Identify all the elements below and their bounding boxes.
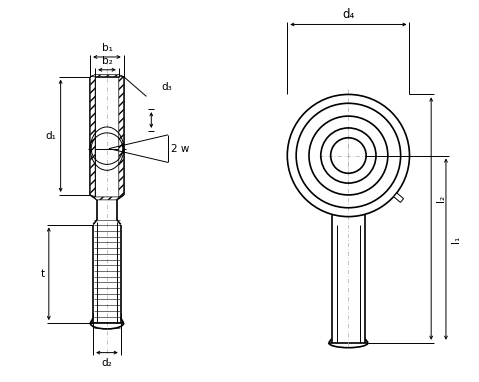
Text: b₁: b₁ [102,43,113,53]
Polygon shape [90,75,124,77]
Text: l₁: l₁ [451,236,461,243]
Text: b₂: b₂ [102,56,113,66]
Text: d₄: d₄ [342,8,354,21]
Text: d₃: d₃ [161,83,172,92]
Text: t: t [41,269,45,279]
Polygon shape [394,193,404,202]
Text: 2 w: 2 w [171,144,189,154]
Text: d₁: d₁ [46,131,57,141]
Polygon shape [119,75,124,197]
Text: l₂: l₂ [436,195,446,202]
Polygon shape [90,195,124,200]
Text: d₂: d₂ [102,358,113,367]
Polygon shape [90,75,95,197]
